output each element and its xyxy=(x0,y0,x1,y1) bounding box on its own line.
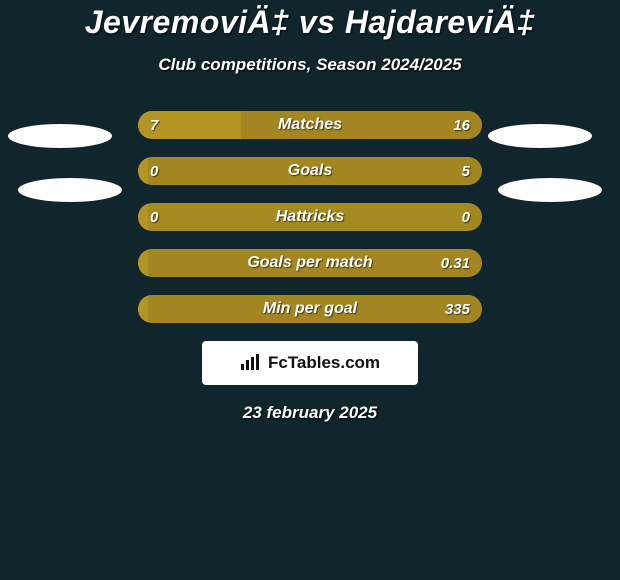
page-subtitle: Club competitions, Season 2024/2025 xyxy=(0,55,620,75)
player-right-oval-1 xyxy=(488,124,592,148)
stat-value-right: 0.31 xyxy=(441,249,470,277)
stat-label: Min per goal xyxy=(138,295,482,323)
player-right-oval-2 xyxy=(498,178,602,202)
stat-rows: 7Matches160Goals50Hattricks0Goals per ma… xyxy=(138,111,482,323)
stat-label: Matches xyxy=(138,111,482,139)
stat-row: Goals per match0.31 xyxy=(138,249,482,277)
player-left-oval-1 xyxy=(8,124,112,148)
brand-badge: FcTables.com xyxy=(202,341,418,385)
player-left-oval-2 xyxy=(18,178,122,202)
bar-chart-icon xyxy=(240,353,262,376)
stat-label: Goals per match xyxy=(138,249,482,277)
stat-value-right: 335 xyxy=(445,295,470,323)
stat-row: Min per goal335 xyxy=(138,295,482,323)
stat-row: 0Hattricks0 xyxy=(138,203,482,231)
stat-row: 7Matches16 xyxy=(138,111,482,139)
page-title: JevremoviÄ‡ vs HajdareviÄ‡ xyxy=(0,4,620,41)
date-label: 23 february 2025 xyxy=(0,403,620,423)
stat-value-right: 0 xyxy=(462,203,470,231)
stat-label: Goals xyxy=(138,157,482,185)
stat-label: Hattricks xyxy=(138,203,482,231)
stat-value-right: 5 xyxy=(462,157,470,185)
stat-row: 0Goals5 xyxy=(138,157,482,185)
brand-text: FcTables.com xyxy=(268,353,380,373)
stat-value-right: 16 xyxy=(453,111,470,139)
comparison-card: JevremoviÄ‡ vs HajdareviÄ‡ Club competit… xyxy=(0,0,620,580)
